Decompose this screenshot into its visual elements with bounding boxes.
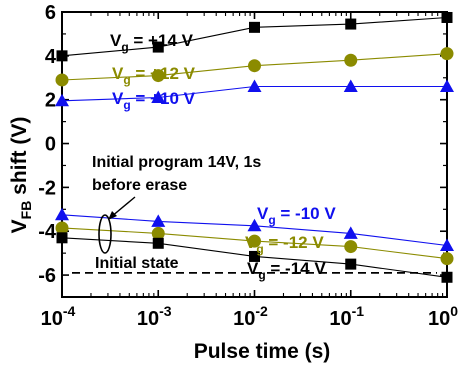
x-tick-label: 10-1 xyxy=(329,303,364,330)
y-tick-label: 0 xyxy=(45,134,56,156)
data-point-square xyxy=(249,250,260,262)
data-point-circle xyxy=(440,47,454,61)
data-point-circle xyxy=(151,226,165,240)
x-tick-label-exponent: -4 xyxy=(63,303,76,319)
series-label-sub: g xyxy=(123,98,130,112)
y-tick-label: -2 xyxy=(38,177,56,199)
series-label-pre: V xyxy=(110,31,122,50)
annotation-arrow xyxy=(110,196,136,218)
data-point-triangle xyxy=(151,90,166,103)
data-point-circle xyxy=(55,73,69,87)
data-point-triangle xyxy=(247,79,262,93)
series-label: Vg = -14 V xyxy=(247,259,326,282)
series-label: Vg = -12 V xyxy=(245,233,324,256)
x-tick-label-base: 10 xyxy=(233,308,255,330)
series-label-post: = -10 V xyxy=(276,204,337,223)
x-tick-label-base: 10 xyxy=(329,308,351,330)
x-tick-label-base: 10 xyxy=(428,308,450,330)
y-tick-label: -6 xyxy=(38,265,56,287)
x-tick-label-base: 10 xyxy=(41,308,63,330)
data-point-circle xyxy=(440,252,454,266)
data-point-circle xyxy=(344,53,358,67)
y-axis-label-rest: shift (V) xyxy=(8,117,31,201)
data-point-square xyxy=(441,271,453,283)
data-point-circle xyxy=(344,240,358,254)
series-label-sub: g xyxy=(268,213,275,227)
annotation-ellipse xyxy=(98,214,112,254)
series-label-sub: g xyxy=(256,242,263,256)
x-tick-label-exponent: 0 xyxy=(450,303,458,319)
series-label: Vg = -10 V xyxy=(257,204,336,227)
data-point-square xyxy=(441,11,453,23)
series-label-post: = -12 V xyxy=(264,233,325,252)
series-label-pre: V xyxy=(112,89,124,108)
series-label-pre: V xyxy=(245,233,257,252)
y-tick-label: -4 xyxy=(38,221,57,243)
x-tick-label-exponent: -3 xyxy=(159,303,172,319)
data-point-square xyxy=(345,18,357,30)
y-tick-label: 6 xyxy=(45,2,56,24)
data-point-circle xyxy=(248,59,261,73)
x-tick-label: 10-2 xyxy=(233,303,268,330)
series-label: Vg = +12 V xyxy=(112,64,196,87)
annotation-line-1: Initial program 14V, 1s xyxy=(92,154,261,171)
series-label-post: = -14 V xyxy=(266,259,327,278)
x-tick-label-base: 10 xyxy=(137,308,159,330)
series-label: Vg = +10 V xyxy=(112,89,196,112)
series-label-pre: V xyxy=(257,204,269,223)
annotation-line-2: before erase xyxy=(92,177,187,194)
series-label-pre: V xyxy=(247,259,259,278)
data-point-triangle xyxy=(440,79,454,93)
data-point-square xyxy=(249,21,260,33)
data-point-circle xyxy=(55,221,69,235)
x-axis-label: Pulse time (s) xyxy=(194,340,331,363)
y-axis-label-main: V xyxy=(8,219,31,233)
series-label: Vg = +14 V xyxy=(110,31,194,54)
data-point-square xyxy=(152,41,164,53)
y-tick-label: 2 xyxy=(45,90,56,112)
x-tick-label-exponent: -1 xyxy=(352,303,365,319)
series-group xyxy=(55,11,454,283)
x-tick-label: 10-4 xyxy=(41,303,76,330)
series-label-sub: g xyxy=(123,73,130,87)
initial-state-label: Initial state xyxy=(95,255,179,272)
data-point-triangle xyxy=(247,218,262,232)
y-axis-label: VFB shift (V) xyxy=(8,117,34,234)
data-point-triangle xyxy=(343,79,358,93)
y-tick-label: 4 xyxy=(45,46,57,68)
data-point-square xyxy=(152,237,164,249)
data-point-square xyxy=(345,258,357,270)
labels-group: Vg = +14 VVg = +12 VVg = +10 VVg = -10 V… xyxy=(110,31,336,282)
x-tick-label: 10-3 xyxy=(137,303,172,330)
annotation-arrowhead-icon xyxy=(108,211,117,220)
data-point-circle xyxy=(151,69,165,83)
series-label-post: = +12 V xyxy=(131,64,196,83)
data-point-triangle xyxy=(440,238,454,251)
y-axis-label-sub: FB xyxy=(18,201,34,220)
series-label-pre: V xyxy=(112,64,124,83)
data-point-triangle xyxy=(55,207,69,221)
data-point-square xyxy=(56,50,68,62)
series-label-sub: g xyxy=(258,268,265,282)
data-point-circle xyxy=(248,234,261,248)
series-label-post: = +10 V xyxy=(131,89,196,108)
series-label-post: = +14 V xyxy=(129,31,194,50)
reference-line-group: Initial state xyxy=(72,255,437,274)
data-point-square xyxy=(56,232,68,244)
series-label-sub: g xyxy=(121,40,128,54)
data-point-triangle xyxy=(151,214,166,227)
x-tick-label: 100 xyxy=(428,303,458,330)
data-point-triangle xyxy=(55,93,69,107)
data-point-triangle xyxy=(343,226,358,239)
x-tick-label-exponent: -2 xyxy=(255,303,268,319)
